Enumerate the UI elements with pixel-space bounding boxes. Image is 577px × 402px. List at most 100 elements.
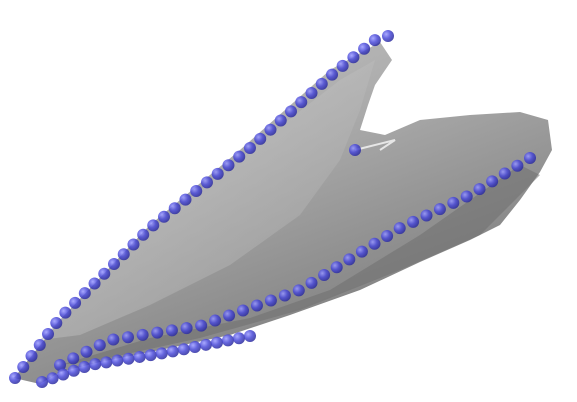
landmark [349, 144, 361, 156]
landmark [221, 334, 234, 347]
landmark [233, 150, 246, 163]
landmark [190, 185, 203, 198]
landmark [343, 253, 356, 266]
landmark [223, 309, 236, 322]
landmark [254, 132, 267, 145]
landmark [209, 314, 222, 327]
landmark [111, 354, 124, 367]
landmark [473, 183, 486, 196]
landmark [347, 51, 360, 64]
landmark [237, 304, 250, 317]
landmark [69, 296, 82, 309]
landmark [244, 330, 256, 342]
landmark [133, 350, 146, 363]
landmark [54, 359, 66, 371]
landmark [315, 77, 328, 90]
landmark [232, 332, 245, 345]
landmark [168, 202, 181, 215]
landmark [177, 343, 190, 356]
landmark [355, 245, 368, 258]
landmark [195, 319, 208, 332]
landmark [305, 87, 318, 100]
landmark [447, 196, 460, 209]
landmark [382, 30, 394, 42]
landmark [57, 368, 70, 381]
landmark [93, 339, 106, 352]
landmark [243, 142, 256, 155]
landmarks [9, 30, 536, 388]
landmark [368, 237, 381, 250]
landmark [330, 261, 343, 274]
landmark [165, 324, 178, 337]
landmark [188, 341, 201, 354]
landmark [498, 167, 511, 180]
landmark [274, 114, 287, 127]
landmark [393, 222, 406, 235]
landmark [511, 159, 524, 172]
landmark [292, 284, 305, 297]
landmark [59, 306, 72, 319]
landmark [122, 352, 135, 365]
landmark [67, 364, 80, 377]
landmark [108, 257, 121, 270]
notch-edge [354, 139, 396, 151]
landmark [157, 210, 170, 223]
landmark [107, 333, 120, 346]
landmark [407, 215, 420, 228]
landmark [137, 228, 150, 241]
landmark [250, 299, 263, 312]
landmark [46, 372, 59, 385]
landmark [98, 267, 111, 280]
landmark [100, 356, 113, 369]
landmark [180, 322, 193, 335]
landmark [200, 176, 213, 189]
landmark [278, 289, 291, 302]
landmark [381, 229, 394, 242]
mesh-highlight [40, 60, 375, 340]
landmark [147, 219, 160, 232]
landmark [318, 269, 331, 282]
landmark [486, 175, 499, 188]
landmark [179, 193, 192, 206]
landmark [326, 68, 339, 81]
landmark [524, 152, 536, 164]
landmark [78, 287, 91, 300]
landmark [78, 360, 91, 373]
landmark [368, 34, 381, 47]
landmark [67, 352, 80, 365]
landmark [36, 376, 48, 388]
landmark [211, 167, 224, 180]
landmark [117, 248, 130, 261]
landmark [80, 345, 93, 358]
landmark [33, 338, 46, 351]
landmark [42, 327, 55, 340]
landmark [144, 349, 157, 362]
landmark [89, 358, 102, 371]
landmark [433, 203, 446, 216]
landmark [127, 238, 140, 251]
landmark [420, 209, 433, 222]
landmark [155, 347, 168, 360]
landmark [25, 349, 38, 362]
landmark [151, 326, 164, 339]
landmark [336, 59, 349, 72]
landmark [50, 316, 63, 329]
landmark [17, 360, 30, 373]
landmark [166, 345, 179, 358]
landmark [199, 338, 212, 351]
landmark [264, 123, 277, 136]
landmark [460, 190, 473, 203]
landmark [222, 159, 235, 172]
landmark [210, 336, 223, 349]
landmark [88, 277, 101, 290]
landmark [264, 294, 277, 307]
landmark [9, 372, 21, 384]
landmark [295, 96, 308, 109]
landmark [284, 105, 297, 118]
landmark [305, 276, 318, 289]
landmark [121, 331, 134, 344]
landmark [136, 328, 149, 341]
landmark [358, 42, 371, 55]
